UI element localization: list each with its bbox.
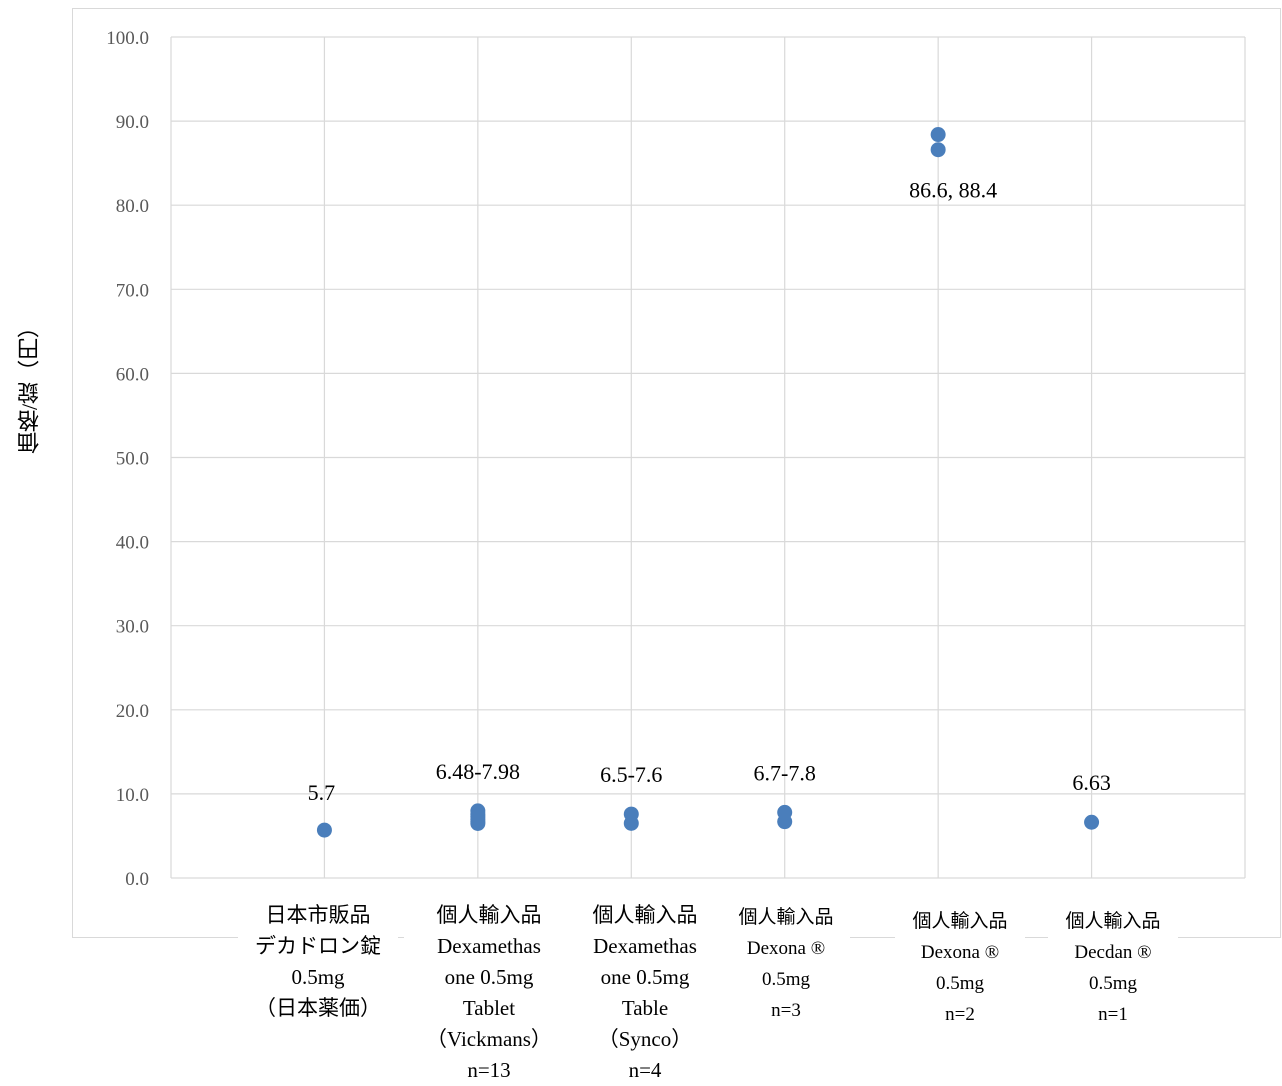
category-label-4: 個人輸入品 Dexona ® 0.5mg n=3 [722,902,850,1026]
y-tick-label: 80.0 [116,196,149,217]
y-tick-label: 40.0 [116,533,149,554]
data-point [316,822,332,838]
category-label-5: 個人輸入品 Dexona ® 0.5mg n=2 [895,906,1025,1030]
data-label: 6.7-7.8 [754,760,816,785]
data-label: 6.5-7.6 [600,762,662,787]
data-point [623,806,639,822]
y-tick-label: 10.0 [116,785,149,806]
data-point [930,127,946,143]
y-axis-label: 価格/錠（円） [17,315,42,455]
data-label: 6.48-7.98 [436,759,520,784]
category-label-6: 個人輸入品 Decdan ® 0.5mg n=1 [1048,906,1178,1030]
category-label-3: 個人輸入品 Dexamethas one 0.5mg Table （Synco）… [560,900,730,1086]
data-label: 86.6, 88.4 [909,178,997,203]
data-point [1084,814,1100,830]
data-point [777,804,793,820]
category-label-1: 日本市販品 デカドロン錠 0.5mg （日本薬価） [238,900,398,1024]
category-label-2: 個人輸入品 Dexamethas one 0.5mg Tablet （Vickm… [404,900,574,1086]
y-tick-label: 30.0 [116,617,149,638]
data-label: 5.7 [308,780,336,805]
data-point [470,803,486,819]
y-tick-label: 100.0 [106,28,149,49]
y-tick-label: 50.0 [116,449,149,470]
y-tick-label: 90.0 [116,112,149,133]
data-label: 6.63 [1072,770,1111,795]
data-point [930,142,946,158]
y-tick-label: 20.0 [116,701,149,722]
y-tick-label: 70.0 [116,280,149,301]
y-tick-label: 60.0 [116,364,149,385]
y-tick-label: 0.0 [125,869,149,890]
